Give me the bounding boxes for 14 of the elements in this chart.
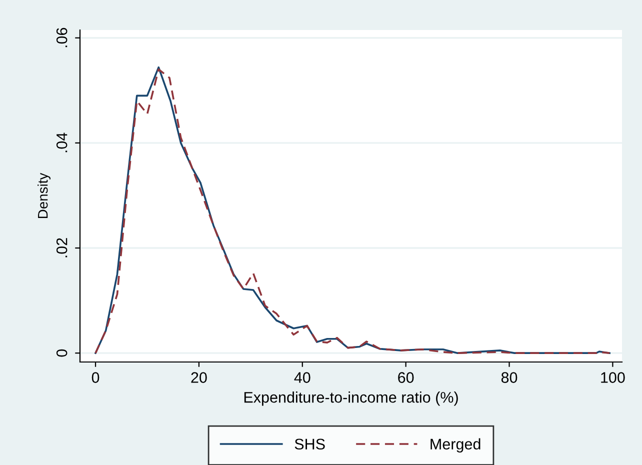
x-axis-title: Expenditure-to-income ratio (%) (244, 392, 458, 406)
legend-label: Merged (430, 438, 480, 453)
y-axis-title: Density (38, 172, 50, 218)
x-tick-label: 40 (294, 372, 310, 383)
x-tick-label: 20 (191, 372, 207, 383)
x-tick-label: 100 (601, 372, 625, 383)
y-tick-label: .02 (56, 238, 68, 258)
x-tick-label: 60 (398, 372, 414, 383)
y-tick-label: .04 (56, 132, 68, 152)
legend-label: SHS (294, 438, 325, 450)
y-tick-label: 0 (56, 349, 68, 357)
y-tick-label: .06 (56, 28, 68, 48)
x-tick-label: 80 (501, 372, 518, 383)
x-tick-label: 0 (92, 372, 100, 383)
